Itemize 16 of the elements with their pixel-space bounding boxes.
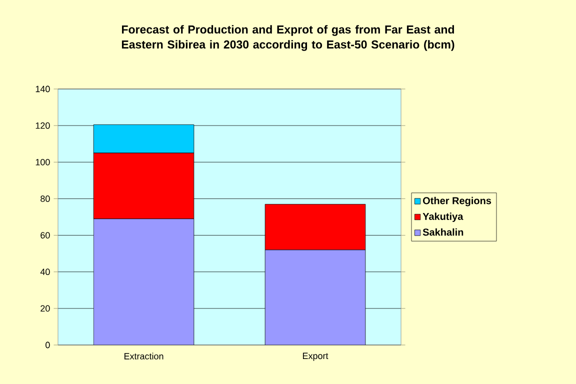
legend-label: Other Regions [422, 196, 492, 206]
y-tick-label: 100 [36, 158, 50, 166]
y-tick-label: 40 [40, 268, 50, 276]
legend-label: Yakutiya [422, 212, 464, 222]
x-tick-label: Export [302, 352, 328, 361]
y-tick-label: 120 [36, 122, 50, 129]
y-tick-label: 60 [40, 232, 50, 238]
y-tick-label: 20 [40, 305, 50, 312]
bar [264, 250, 366, 345]
y-tick-label: 0 [46, 342, 50, 348]
bar [93, 218, 194, 345]
legend-label: Sakhalin [422, 228, 464, 236]
chart-title: Forecast of Production and Exprot of gas from Far East and Eastern Sibirea in 2030 according to East-50 Scenario (bcm) [122, 25, 454, 51]
y-tick-label: 80 [40, 196, 50, 202]
x-tick-label: Extraction [124, 352, 164, 360]
y-tick-label: 140 [36, 86, 50, 92]
